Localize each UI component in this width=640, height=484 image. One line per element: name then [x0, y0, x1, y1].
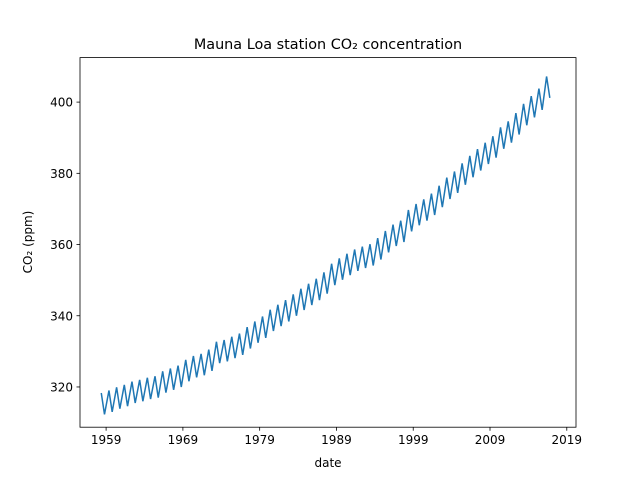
- axes-frame: [79, 57, 577, 428]
- y-tick-label: 360: [50, 238, 73, 252]
- x-tick-label: 1969: [168, 433, 199, 447]
- y-tick-label: 320: [50, 380, 73, 394]
- x-tick-label: 1979: [244, 433, 275, 447]
- x-tick-label: 2009: [475, 433, 506, 447]
- y-tick-label: 400: [50, 96, 73, 110]
- x-axis-label: date: [314, 456, 341, 470]
- x-tick-label: 1999: [398, 433, 429, 447]
- data-line: [100, 76, 551, 415]
- y-tick-label: 340: [50, 309, 73, 323]
- x-tick-label: 2019: [552, 433, 583, 447]
- chart-title: Mauna Loa station CO₂ concentration: [194, 37, 462, 53]
- y-tick-label: 380: [50, 167, 73, 181]
- x-tick-label: 1989: [321, 433, 352, 447]
- x-tick-label: 1959: [91, 433, 122, 447]
- y-axis-label: CO₂ (ppm): [21, 211, 35, 274]
